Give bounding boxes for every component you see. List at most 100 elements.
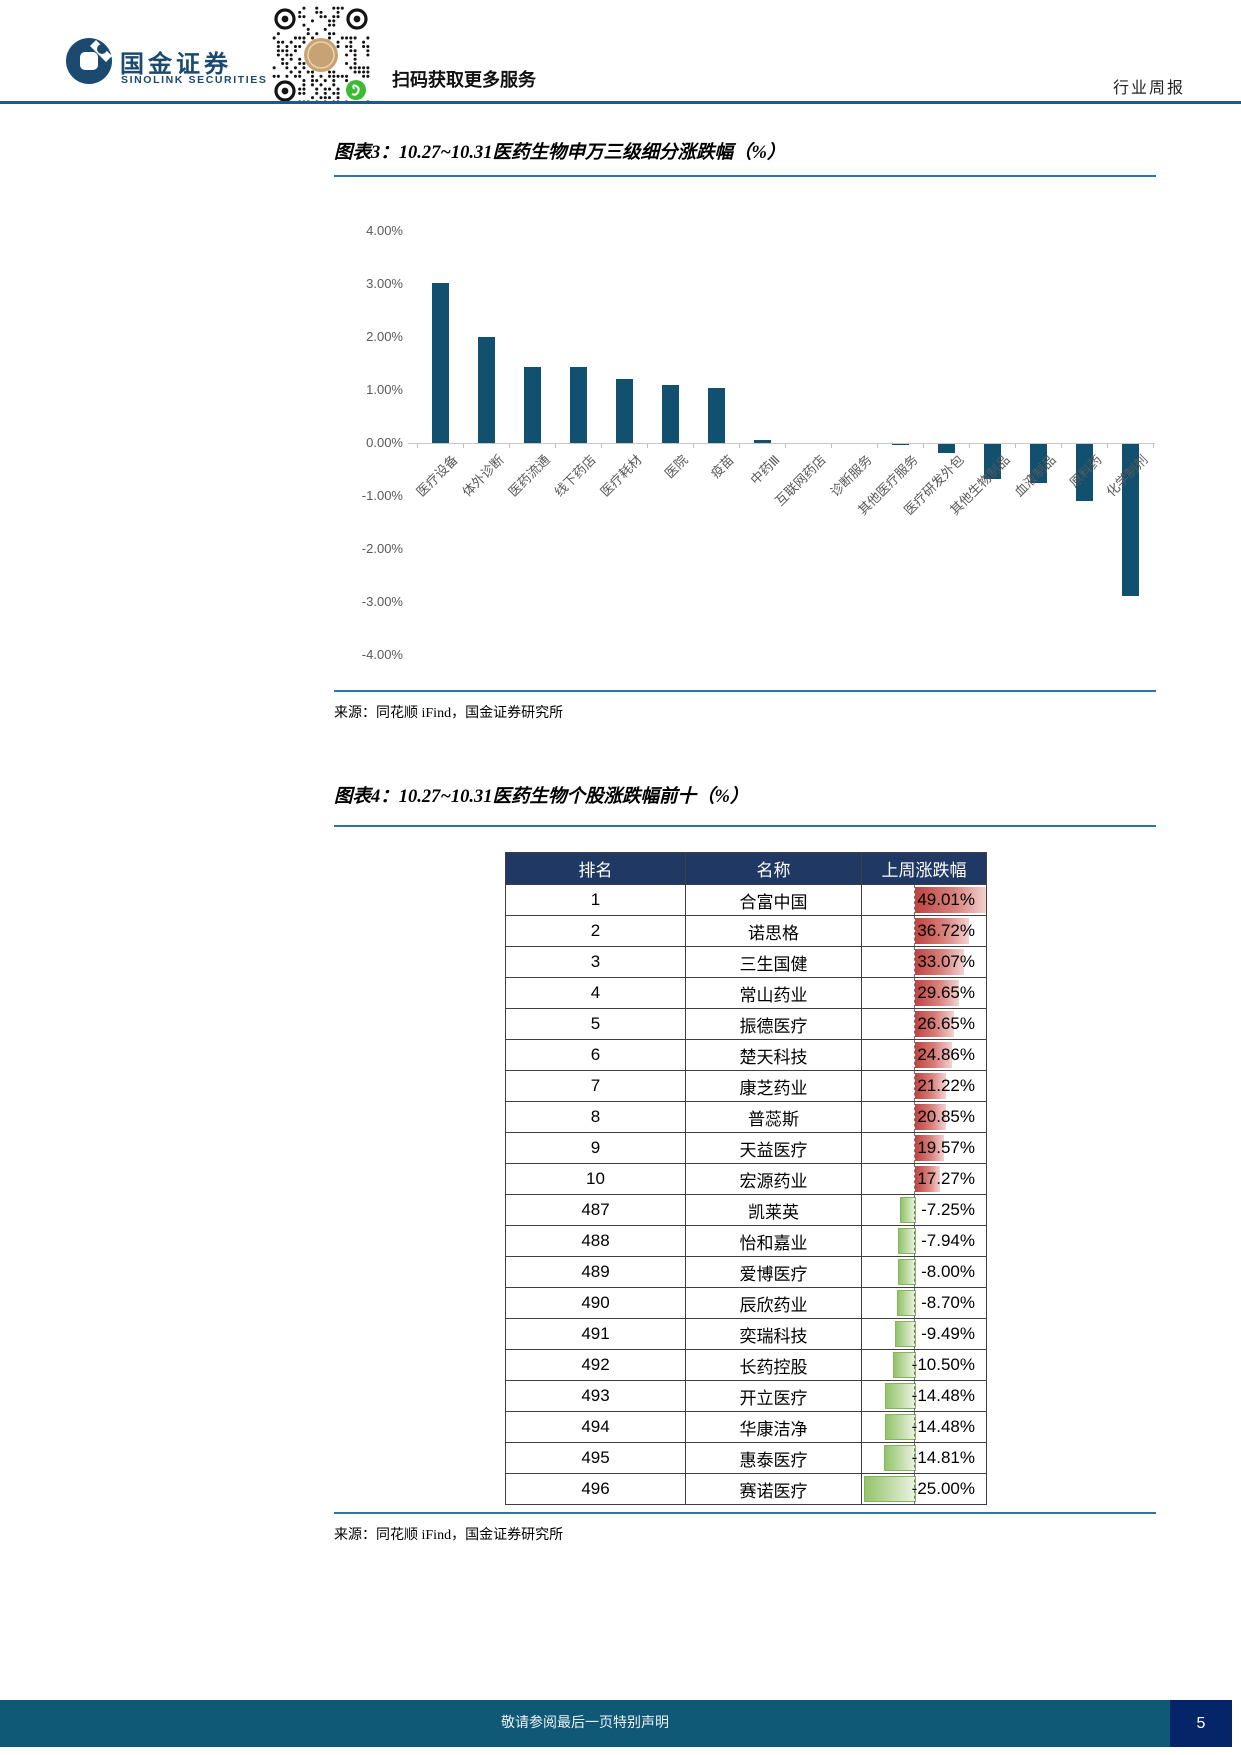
change-value: 24.86%	[917, 1045, 975, 1064]
databar-axis	[914, 978, 915, 1008]
rank-cell: 493	[505, 1380, 686, 1412]
rank-cell: 1	[505, 884, 686, 916]
change-value: -8.00%	[921, 1262, 975, 1281]
table-row: 493 开立医疗 -14.48%	[505, 1380, 987, 1412]
databar-axis	[914, 1040, 915, 1070]
change-value: -8.70%	[921, 1293, 975, 1312]
report-type-label: 行业周报	[1112, 80, 1185, 97]
name-cell: 合富中国	[685, 884, 862, 916]
fig4-source: 来源：同花顺 iFind，国金证券研究所	[334, 1528, 564, 1543]
y-axis-label: 4.00%	[366, 223, 403, 239]
databar-axis	[914, 1319, 915, 1349]
change-value: 36.72%	[917, 921, 975, 940]
change-cell: -14.48%	[861, 1380, 987, 1412]
rank-cell: 488	[505, 1225, 686, 1257]
change-cell: -14.48%	[861, 1411, 987, 1443]
databar-axis	[914, 1009, 915, 1039]
change-databar	[915, 1166, 941, 1192]
change-databar	[885, 1414, 916, 1440]
table-header-cell: 排名	[505, 852, 686, 885]
table-row: 496 赛诺医疗 -25.00%	[505, 1473, 987, 1505]
x-axis-label: 体外诊断	[459, 452, 507, 500]
rank-cell: 494	[505, 1411, 686, 1443]
stock-change-table: 排名 名称 上周涨跌幅 1 合富中国 49.01% 2 诺思格 36.72% 3 三生国健 33.0…	[505, 852, 987, 1505]
change-cell: -8.00%	[861, 1256, 987, 1288]
table-row: 488 怡和嘉业 -7.94%	[505, 1225, 987, 1257]
name-cell: 凯莱英	[685, 1194, 862, 1226]
bar-血液制品	[1029, 444, 1047, 484]
change-cell: -9.49%	[861, 1318, 987, 1350]
rank-cell: 492	[505, 1349, 686, 1381]
databar-axis	[914, 1350, 915, 1380]
name-cell: 辰欣药业	[685, 1287, 862, 1319]
x-axis-tick	[509, 444, 510, 448]
bar-其他生物制品	[983, 444, 1001, 479]
change-value: -14.81%	[911, 1448, 975, 1467]
change-databar	[915, 1104, 946, 1130]
fig3-top-rule	[334, 175, 1156, 177]
fig3-bottom-rule	[334, 690, 1156, 692]
table-row: 2 诺思格 36.72%	[505, 915, 987, 947]
table-row: 492 长药控股 -10.50%	[505, 1349, 987, 1381]
change-value: -14.48%	[911, 1417, 975, 1436]
change-cell: -14.81%	[861, 1442, 987, 1474]
name-cell: 普蕊斯	[685, 1101, 862, 1133]
rank-cell: 495	[505, 1442, 686, 1474]
x-axis-tick	[1107, 444, 1108, 448]
databar-axis	[914, 1474, 915, 1504]
qr-code	[272, 6, 370, 104]
change-databar	[899, 1197, 916, 1223]
databar-axis	[914, 1412, 915, 1442]
change-value: -7.94%	[921, 1231, 975, 1250]
x-axis-tick	[693, 444, 694, 448]
table-row: 491 奕瑞科技 -9.49%	[505, 1318, 987, 1350]
table-row: 4 常山药业 29.65%	[505, 977, 987, 1009]
change-cell: -25.00%	[861, 1473, 987, 1505]
x-axis-tick	[555, 444, 556, 448]
x-axis-label: 线下药店	[551, 452, 599, 500]
y-axis-label: 3.00%	[366, 276, 403, 292]
bar-线下药店	[569, 367, 587, 443]
y-axis-label: -4.00%	[361, 646, 403, 662]
rank-cell: 8	[505, 1101, 686, 1133]
footer-bar: 敬请参阅最后一页特别声明	[0, 1700, 1170, 1747]
table-row: 490 辰欣药业 -8.70%	[505, 1287, 987, 1319]
rank-cell: 5	[505, 1008, 686, 1040]
fig4-bottom-rule	[334, 1512, 1156, 1514]
change-value: 19.57%	[917, 1138, 975, 1157]
change-cell: -8.70%	[861, 1287, 987, 1319]
table-row: 3 三生国健 33.07%	[505, 946, 987, 978]
name-cell: 奕瑞科技	[685, 1318, 862, 1350]
change-databar	[898, 1228, 916, 1254]
change-value: -9.49%	[921, 1324, 975, 1343]
databar-axis	[914, 1102, 915, 1132]
bar-体外诊断	[477, 337, 495, 443]
bar-医药流通	[523, 366, 541, 443]
x-axis-tick	[463, 444, 464, 448]
bar-中药Ⅲ	[753, 439, 771, 443]
x-axis-tick	[785, 444, 786, 448]
rank-cell: 7	[505, 1070, 686, 1102]
rank-cell: 9	[505, 1132, 686, 1164]
databar-axis	[914, 1133, 915, 1163]
bar-医疗研发外包	[937, 444, 955, 453]
name-cell: 爱博医疗	[685, 1256, 862, 1288]
scan-qr-hint: 扫码获取更多服务	[392, 70, 536, 90]
rank-cell: 6	[505, 1039, 686, 1071]
name-cell: 怡和嘉业	[685, 1225, 862, 1257]
x-axis-line	[408, 443, 1155, 444]
rank-cell: 491	[505, 1318, 686, 1350]
fig4-top-rule	[334, 825, 1156, 827]
bar-医疗耗材	[615, 378, 633, 443]
brand-subtitle: SINOLINK SECURITIES	[121, 74, 268, 86]
x-axis-tick	[969, 444, 970, 448]
table-row: 1 合富中国 49.01%	[505, 884, 987, 916]
name-cell: 华康洁净	[685, 1411, 862, 1443]
bar-原料药	[1075, 444, 1093, 502]
name-cell: 康芝药业	[685, 1070, 862, 1102]
change-databar	[915, 949, 964, 975]
change-databar	[893, 1352, 916, 1378]
sinolink-logo-icon	[66, 38, 112, 84]
x-axis-tick	[831, 444, 832, 448]
